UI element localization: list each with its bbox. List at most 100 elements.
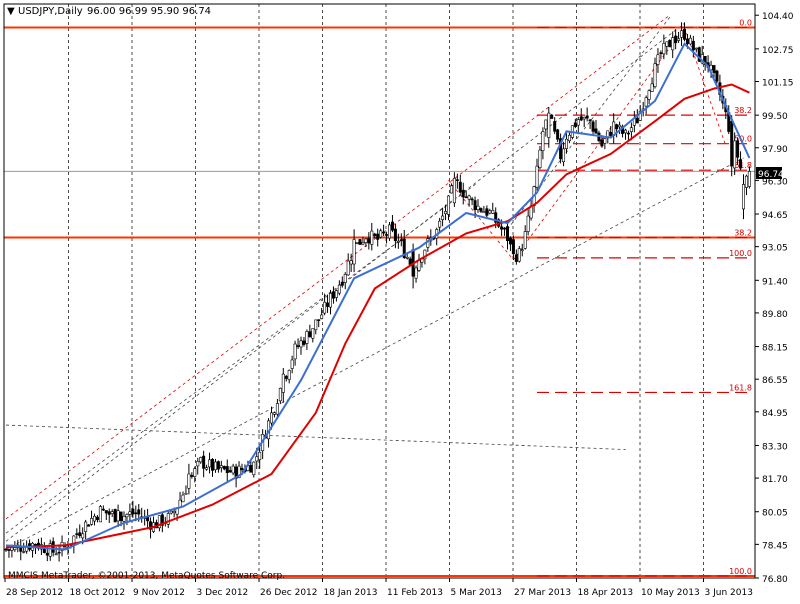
candle-body (275, 403, 279, 415)
fast-moving-average (5, 42, 751, 551)
candle-body (709, 64, 713, 71)
candle-body (196, 461, 200, 467)
candle-body (600, 139, 604, 147)
candle-body (269, 412, 273, 424)
candle-body (385, 234, 389, 236)
x-tick-label: 18 Apr 2013 (578, 588, 634, 598)
channel-line (5, 182, 479, 534)
candle-body (219, 465, 223, 468)
candle-body (438, 220, 442, 228)
x-tick-label: 10 May 2013 (641, 588, 700, 598)
candle-body (343, 274, 347, 283)
candle-body (119, 511, 123, 521)
candle-body (252, 461, 256, 476)
candle-body (48, 543, 52, 557)
candle-body (349, 260, 353, 265)
candle-body (511, 239, 515, 255)
candle-body (544, 119, 548, 130)
candle-body (550, 114, 554, 119)
candle-body (526, 215, 530, 232)
candle-body (623, 129, 627, 134)
candle-body (22, 551, 26, 553)
current-price-marker: 96.74 (756, 167, 784, 180)
candle-body (305, 331, 309, 344)
x-tick-label: 18 Jan 2013 (324, 588, 378, 598)
candle-body (576, 119, 580, 126)
y-tick-label: 86.55 (762, 376, 788, 386)
candle-body (408, 258, 412, 265)
candle-body (402, 238, 406, 259)
candle-body (691, 40, 695, 51)
fib-label: 100.0 (729, 567, 752, 576)
y-tick-label: 80.05 (762, 509, 788, 519)
channel-line (684, 27, 727, 146)
candle-body (744, 175, 748, 188)
candle-body (122, 516, 126, 522)
candle-body (323, 301, 327, 314)
y-tick-label: 84.95 (762, 409, 788, 419)
y-tick-label: 91.40 (762, 277, 788, 287)
candle-body (205, 467, 209, 470)
candle-body (93, 515, 97, 522)
candle-body (559, 138, 563, 160)
candle-body (101, 508, 105, 511)
candle-body (594, 128, 598, 134)
candle-body (116, 510, 120, 522)
candle-body (638, 110, 642, 121)
candle-body (202, 455, 206, 469)
candle-body (51, 541, 55, 553)
slow-moving-average (5, 83, 750, 549)
x-tick-label: 5 Mar 2013 (451, 588, 502, 598)
y-tick-label: 81.70 (762, 475, 788, 485)
candle-body (444, 211, 448, 215)
candle-body (567, 134, 571, 142)
candle-body (281, 373, 285, 393)
candle-body (87, 524, 91, 527)
candle-body (491, 210, 495, 214)
candle-body (579, 116, 583, 121)
candle-body (396, 240, 400, 243)
y-tick-label: 96.30 (762, 177, 788, 187)
candle-body (331, 291, 335, 299)
candle-body (376, 233, 380, 240)
candle-body (231, 465, 235, 474)
y-tick-label: 97.90 (762, 145, 788, 155)
candle-body (113, 509, 117, 523)
candle-body (346, 260, 350, 276)
candle-body (715, 70, 719, 82)
candle-body (591, 121, 595, 132)
candle-body (473, 200, 477, 211)
candle-body (320, 314, 324, 319)
candle-body (337, 284, 341, 294)
candle-body (414, 267, 418, 279)
y-tick-label: 101.15 (762, 78, 794, 88)
candlesticks (4, 22, 751, 562)
ohlc-readout: 96.00 96.99 95.90 96.74 (87, 6, 211, 17)
candle-body (387, 224, 391, 239)
candle-body (284, 375, 288, 379)
candle-body (547, 112, 551, 138)
candle-body (609, 131, 613, 136)
candle-body (104, 510, 108, 514)
candle-body (505, 226, 509, 241)
y-tick-label: 88.15 (762, 344, 788, 354)
candle-body (556, 129, 560, 140)
candle-body (503, 227, 507, 230)
candle-body (299, 340, 303, 348)
candle-body (352, 239, 356, 265)
candle-body (588, 119, 592, 122)
candle-body (662, 43, 666, 55)
channel-line (5, 157, 744, 550)
fib-label: 100.0 (729, 249, 752, 258)
candle-body (107, 511, 111, 515)
candle-body (461, 189, 465, 198)
candle-body (125, 514, 129, 518)
candle-body (211, 459, 215, 471)
candle-body (33, 543, 37, 546)
plot-frame (3, 3, 756, 579)
candle-body (199, 457, 203, 463)
candle-body (615, 124, 619, 130)
chart-menu-arrow-icon[interactable]: ▼ (7, 6, 15, 17)
trend-channels (5, 14, 744, 550)
x-tick-label: 18 Oct 2012 (70, 588, 126, 598)
